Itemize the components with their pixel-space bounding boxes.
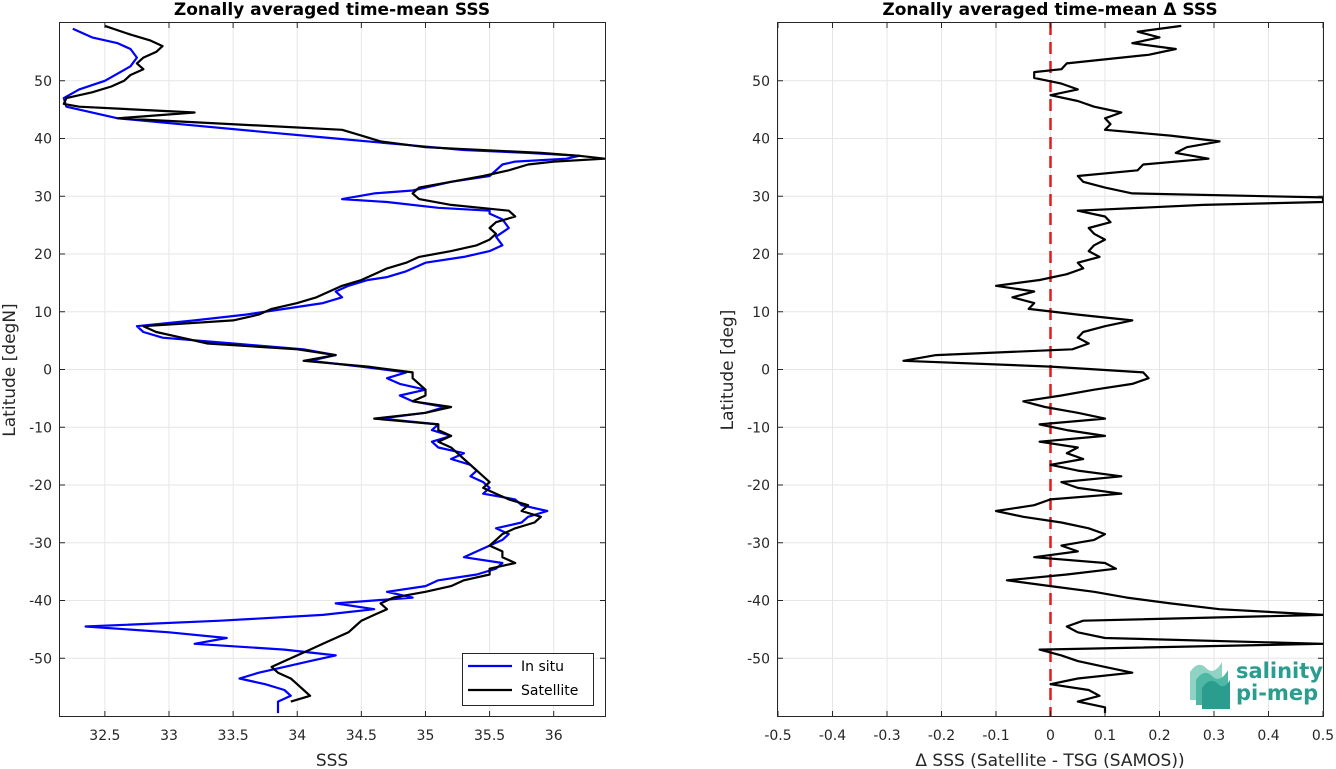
right-ytick-label: -50: [747, 651, 770, 667]
left-ytick-label: 50: [34, 74, 52, 90]
right-xlabel: Δ SSS (Satellite - TSG (SAMOS)): [915, 751, 1184, 769]
series-line-in-situ: [62, 27, 581, 714]
right-xtick-label: -0.3: [873, 728, 900, 744]
left-ytick-label: 40: [34, 132, 52, 148]
left-ylabel: Latitude [degN]: [0, 303, 20, 436]
left-xtick-label: 34: [288, 728, 306, 744]
left-title: Zonally averaged time-mean SSS: [174, 0, 490, 20]
right-xtick-label: -0.5: [764, 728, 791, 744]
legend-label-satellite: Satellite: [521, 683, 578, 699]
right-xtick-label: -0.4: [819, 728, 846, 744]
right-ytick-label: 30: [752, 189, 770, 205]
series-line-delta: [902, 24, 1323, 714]
left-ytick-label: 10: [34, 305, 52, 321]
left-xlabel: SSS: [316, 751, 348, 769]
right-ytick-label: 40: [752, 132, 770, 148]
left-ytick-label: 0: [43, 363, 52, 379]
left-ticks: 32.5 33 33.5 34 34.5 35 35.5 36 -50 -40 -30 -20 -10 0…: [29, 23, 605, 744]
left-xtick-label: 35: [417, 728, 435, 744]
wave-icon: [1190, 662, 1230, 709]
right-panel: -0.5 -0.4 -0.3 -0.2 -0.1 0 0.1 0.2 0.3 0.4 0.5 -50 -…: [718, 0, 1334, 769]
logo-line2: pi-mep: [1236, 681, 1318, 705]
left-plot-area: [62, 24, 605, 714]
left-xtick-label: 32.5: [89, 728, 120, 744]
left-grid: [60, 23, 605, 716]
right-ytick-label: -40: [747, 594, 770, 610]
left-ytick-label: -30: [29, 536, 52, 552]
series-line-satellite: [62, 24, 605, 703]
left-ytick-label: 20: [34, 247, 52, 263]
right-xtick-label: -0.1: [982, 728, 1009, 744]
legend-label-in-situ: In situ: [521, 659, 564, 675]
left-panel: 32.5 33 33.5 34 34.5 35 35.5 36 -50 -40 -30 -20 -10 0…: [0, 0, 606, 769]
left-xtick-label: 35.5: [474, 728, 505, 744]
right-ytick-label: 50: [752, 74, 770, 90]
left-xtick-label: 33: [160, 728, 178, 744]
right-xtick-label: 0: [1046, 728, 1055, 744]
right-title: Zonally averaged time-mean Δ SSS: [882, 0, 1217, 20]
left-lines: [62, 24, 605, 714]
left-ytick-label: -50: [29, 651, 52, 667]
salinity-pi-mep-logo: salinity pi-mep: [1190, 659, 1323, 709]
right-ytick-label: 0: [761, 363, 770, 379]
logo-line1: salinity: [1236, 659, 1323, 683]
left-ytick-label: -20: [29, 478, 52, 494]
right-lines: [902, 23, 1323, 716]
left-xtick-label: 36: [545, 728, 563, 744]
right-xtick-label: -0.2: [928, 728, 955, 744]
right-ytick-label: 10: [752, 305, 770, 321]
left-axes-box: [59, 22, 606, 717]
right-ytick-label: -30: [747, 536, 770, 552]
legend-box: [462, 653, 594, 706]
left-ytick-label: 30: [34, 189, 52, 205]
right-ylabel: Latitude [deg]: [718, 310, 738, 431]
right-xtick-label: 0.3: [1203, 728, 1225, 744]
right-xtick-label: 0.1: [1094, 728, 1116, 744]
left-ytick-label: -10: [29, 420, 52, 436]
right-axes-box: [777, 22, 1324, 717]
right-xtick-label: 0.4: [1257, 728, 1279, 744]
right-xtick-label: 0.2: [1148, 728, 1170, 744]
right-ytick-label: -20: [747, 478, 770, 494]
left-xtick-label: 34.5: [346, 728, 377, 744]
right-ytick-label: -10: [747, 420, 770, 436]
right-plot-area: [902, 23, 1323, 716]
legend: In situ Satellite: [462, 653, 594, 706]
right-ytick-label: 20: [752, 247, 770, 263]
left-ytick-label: -40: [29, 594, 52, 610]
right-ticks: -0.5 -0.4 -0.3 -0.2 -0.1 0 0.1 0.2 0.3 0.4 0.5 -50 -…: [747, 23, 1334, 744]
right-xtick-label: 0.5: [1312, 728, 1334, 744]
left-xtick-label: 33.5: [218, 728, 249, 744]
